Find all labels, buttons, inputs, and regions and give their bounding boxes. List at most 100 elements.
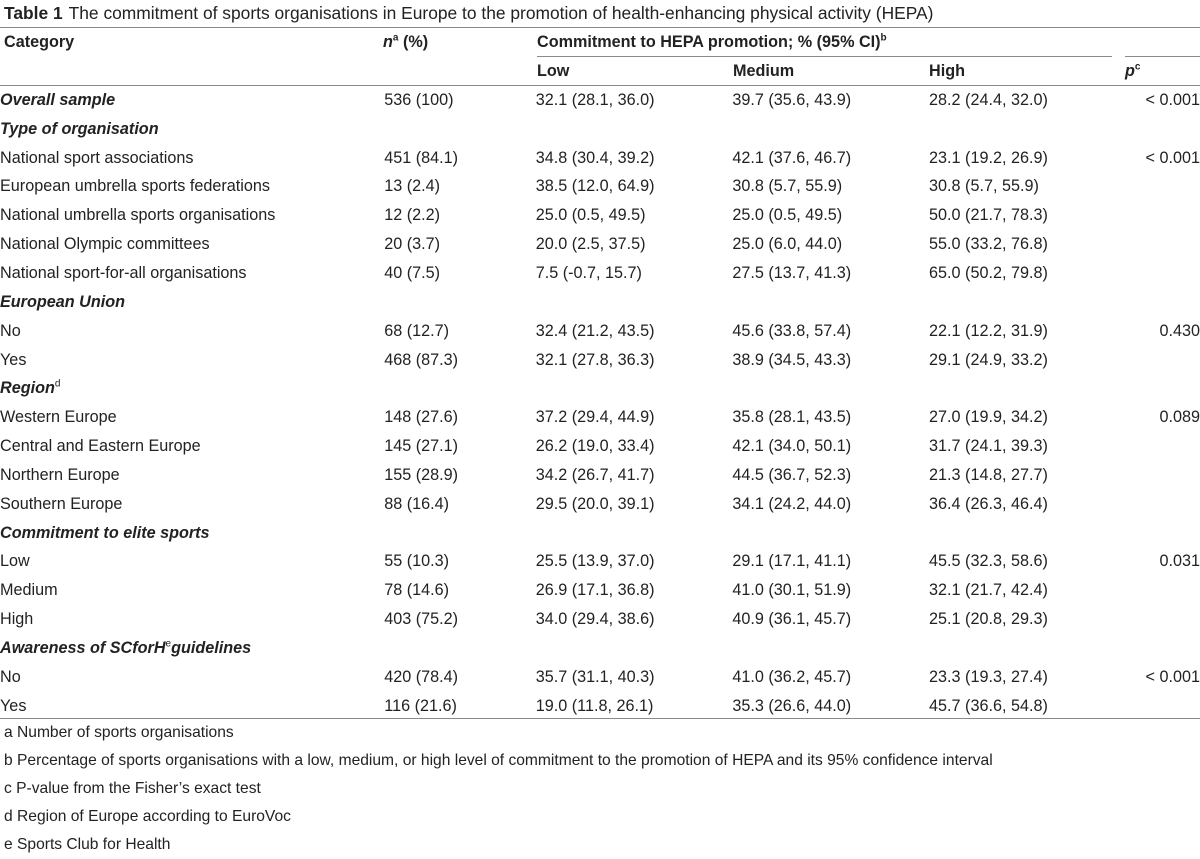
n-cell: 451 (84.1) [384, 148, 459, 167]
data-table: Overall sample 536 (100) 32.1 (28.1, 36.0)… [0, 86, 1200, 721]
category-suffix: guidelines [171, 638, 252, 657]
low-cell: 7.5 (-0.7, 15.7) [535, 263, 642, 282]
low-cell: 26.2 (19.0, 33.4) [535, 437, 655, 456]
low-cell: 29.5 (20.0, 39.1) [535, 494, 655, 513]
table-row: Yes 116 (21.6) 19.0 (11.8, 26.1) 35.3 (26.6… [0, 692, 1200, 721]
medium-cell [732, 374, 929, 403]
category-cell: Southern Europe [0, 490, 384, 519]
header-commitment-text: Commitment to HEPA promotion; % (95% CI) [537, 33, 881, 51]
category-label: Northern Europe [0, 465, 120, 484]
section-row: European Union [0, 288, 1200, 317]
category-label: National sport-for-all organisations [0, 263, 247, 282]
n-cell [384, 374, 536, 403]
category-cell: Awareness of SCforHeguidelines [0, 634, 384, 663]
table-row: National sport associations 451 (84.1) 34.… [0, 144, 1200, 173]
category-label: Southern Europe [0, 494, 123, 513]
header-high: High [929, 62, 965, 80]
category-cell: National umbrella sports organisations [0, 201, 384, 230]
n-cell: 468 (87.3) [384, 350, 459, 369]
n-cell: 12 (2.2) [384, 206, 441, 225]
table-row: National Olympic committees 20 (3.7) 20.0 … [0, 230, 1200, 259]
p-value-cell: < 0.001 [1145, 90, 1200, 109]
low-cell: 34.8 (30.4, 39.2) [535, 148, 655, 167]
header-p-letter: p [1125, 62, 1135, 80]
category-cell: Type of organisation [0, 115, 384, 144]
high-cell: 22.1 (12.2, 31.9) [929, 321, 1048, 340]
medium-cell: 27.5 (13.7, 41.3) [732, 263, 852, 282]
low-cell: 32.1 (28.1, 36.0) [535, 90, 655, 109]
header-commitment: Commitment to HEPA promotion; % (95% CI)… [537, 33, 887, 52]
n-cell: 145 (27.1) [384, 437, 459, 456]
category-label: Low [0, 552, 30, 571]
section-row: Regiond [0, 374, 1200, 403]
footnote: d Region of Europe according to EuroVoc [4, 808, 291, 825]
low-cell [536, 288, 733, 317]
n-cell: 20 (3.7) [384, 235, 441, 254]
section-row: Awareness of SCforHeguidelines [0, 634, 1200, 663]
low-cell [536, 519, 733, 548]
n-cell: 55 (10.3) [384, 552, 450, 571]
medium-cell: 39.7 (35.6, 43.9) [732, 90, 852, 109]
medium-cell: 42.1 (37.6, 46.7) [732, 148, 852, 167]
high-cell: 32.1 (21.7, 42.4) [929, 581, 1048, 600]
category-cell: Central and Eastern Europe [0, 432, 384, 461]
category-cell: Western Europe [0, 403, 384, 432]
p-value-cell [1113, 288, 1200, 317]
high-cell: 30.8 (5.7, 55.9) [929, 177, 1039, 196]
low-cell: 20.0 (2.5, 37.5) [535, 235, 646, 254]
n-cell: 116 (21.6) [384, 696, 457, 715]
category-label: No [0, 667, 21, 686]
category-label: Region [0, 379, 55, 398]
low-cell: 26.9 (17.1, 36.8) [535, 581, 655, 600]
high-cell: 45.7 (36.6, 54.8) [929, 696, 1048, 715]
high-cell: 27.0 (19.9, 34.2) [929, 408, 1048, 427]
medium-cell: 45.6 (33.8, 57.4) [732, 321, 852, 340]
category-cell: Regiond [0, 374, 384, 403]
category-cell: Northern Europe [0, 461, 384, 490]
high-cell: 50.0 (21.7, 78.3) [929, 206, 1048, 225]
table-row: Medium 78 (14.6) 26.9 (17.1, 36.8) 41.0 (30… [0, 576, 1200, 605]
p-value-cell [1113, 692, 1200, 721]
category-label: European umbrella sports federations [0, 177, 270, 196]
medium-cell: 30.8 (5.7, 55.9) [732, 177, 843, 196]
p-value-cell [1113, 374, 1200, 403]
n-cell: 536 (100) [384, 90, 454, 109]
category-label: National sport associations [0, 148, 194, 167]
table-row: Low 55 (10.3) 25.5 (13.9, 37.0) 29.1 (17.1,… [0, 548, 1200, 577]
p-value-cell [1113, 634, 1200, 663]
category-label: Yes [0, 350, 27, 369]
category-cell: Commitment to elite sports [0, 519, 384, 548]
n-cell [384, 634, 536, 663]
n-cell [384, 519, 536, 548]
p-value-cell: 0.031 [1159, 552, 1200, 571]
low-cell [536, 374, 733, 403]
low-cell: 25.0 (0.5, 49.5) [535, 206, 646, 225]
footnote: c P-value from the Fisher’s exact test [4, 780, 261, 797]
n-cell [384, 115, 536, 144]
p-value-cell [1113, 519, 1200, 548]
category-footnote-marker: d [54, 378, 61, 390]
header-bottom-rule [0, 85, 1200, 86]
table-row: No 68 (12.7) 32.4 (21.2, 43.5) 45.6 (33.8, … [0, 317, 1200, 346]
n-cell [384, 288, 536, 317]
header-n-suffix: (%) [398, 33, 429, 51]
p-value-cell [1113, 346, 1200, 375]
low-cell: 32.1 (27.8, 36.3) [535, 350, 655, 369]
medium-cell: 38.9 (34.5, 43.3) [732, 350, 852, 369]
table-row: National umbrella sports organisations 12… [0, 201, 1200, 230]
header-category: Category [4, 33, 75, 51]
table-row: Southern Europe 88 (16.4) 29.5 (20.0, 39.1… [0, 490, 1200, 519]
footnote: e Sports Club for Health [4, 836, 171, 853]
category-label: National umbrella sports organisations [0, 206, 276, 225]
low-cell: 35.7 (31.1, 40.3) [535, 667, 655, 686]
p-value-cell: 0.089 [1159, 408, 1200, 427]
p-value-cell [1113, 173, 1200, 202]
n-cell: 155 (28.9) [384, 465, 459, 484]
high-cell: 55.0 (33.2, 76.8) [929, 235, 1048, 254]
section-row: Commitment to elite sports [0, 519, 1200, 548]
high-cell: 23.3 (19.3, 27.4) [929, 667, 1048, 686]
medium-cell [732, 519, 929, 548]
high-cell: 36.4 (26.3, 46.4) [929, 494, 1048, 513]
high-cell: 28.2 (24.4, 32.0) [929, 90, 1048, 109]
